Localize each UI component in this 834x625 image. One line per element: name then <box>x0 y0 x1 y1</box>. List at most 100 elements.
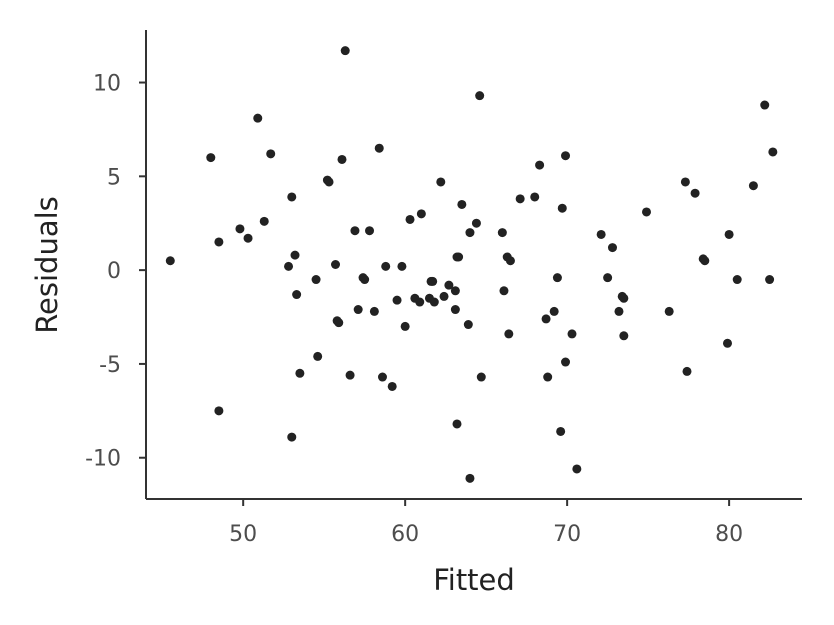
data-point <box>235 224 245 234</box>
data-point <box>572 464 582 474</box>
data-point <box>345 370 355 380</box>
data-point <box>504 329 514 339</box>
data-point <box>374 143 384 153</box>
data-point <box>535 160 545 170</box>
data-point <box>387 381 397 391</box>
data-point <box>284 261 294 271</box>
data-point <box>607 243 617 253</box>
data-point <box>680 177 690 187</box>
data-point <box>405 214 415 224</box>
data-point <box>682 366 692 376</box>
data-point <box>295 368 305 378</box>
data-point <box>457 199 467 209</box>
data-point <box>557 203 567 213</box>
data-point <box>614 306 624 316</box>
data-point <box>243 233 253 243</box>
data-point <box>642 207 652 217</box>
x-tick-label: 60 <box>391 522 419 547</box>
data-point <box>266 149 276 159</box>
data-point <box>475 91 485 101</box>
data-point <box>596 229 606 239</box>
data-point <box>765 275 775 285</box>
data-point <box>724 229 734 239</box>
data-point <box>400 321 410 331</box>
data-point <box>700 256 710 266</box>
data-point <box>748 181 758 191</box>
data-point <box>290 250 300 260</box>
data-point <box>436 177 446 187</box>
data-point <box>561 151 571 161</box>
data-point <box>428 276 438 286</box>
data-point <box>377 372 387 382</box>
data-point <box>768 147 778 157</box>
data-point <box>340 46 350 56</box>
data-point <box>292 290 302 300</box>
data-point <box>556 426 566 436</box>
data-point <box>429 297 439 307</box>
y-tick-label: -5 <box>99 353 121 378</box>
data-point <box>311 275 321 285</box>
y-tick-label: 10 <box>93 72 121 97</box>
data-point <box>505 256 515 266</box>
x-ticks: 50 60 70 80 <box>229 499 743 547</box>
data-point <box>465 228 475 238</box>
data-point <box>543 372 553 382</box>
data-point <box>439 291 449 301</box>
data-point <box>603 273 613 283</box>
x-axis-title: Fitted <box>433 563 515 597</box>
data-point <box>530 192 540 202</box>
y-tick-label: 5 <box>107 165 121 190</box>
data-point <box>552 273 562 283</box>
data-point <box>313 351 323 361</box>
data-point <box>471 218 481 228</box>
data-point <box>760 100 770 110</box>
data-point <box>444 280 454 290</box>
data-point <box>499 286 509 296</box>
y-tick-label: 0 <box>107 259 121 284</box>
data-point <box>365 226 375 236</box>
data-point <box>476 372 486 382</box>
data-point <box>416 209 426 219</box>
data-point <box>619 293 629 303</box>
data-point <box>690 188 700 198</box>
data-point <box>165 256 175 266</box>
data-point <box>324 177 334 187</box>
data-point <box>334 318 344 328</box>
data-point <box>337 154 347 164</box>
data-point <box>497 228 507 238</box>
data-point <box>541 314 551 324</box>
points <box>165 46 778 483</box>
data-point <box>392 295 402 305</box>
data-point <box>369 306 379 316</box>
x-tick-label: 50 <box>229 522 257 547</box>
data-point <box>450 305 460 315</box>
data-point <box>206 153 216 163</box>
data-point <box>397 261 407 271</box>
data-point <box>567 329 577 339</box>
data-point <box>415 297 425 307</box>
data-point <box>214 406 224 416</box>
data-point <box>450 286 460 296</box>
data-point <box>515 194 525 204</box>
data-point <box>722 338 732 348</box>
data-point <box>619 331 629 341</box>
data-point <box>287 192 297 202</box>
data-point <box>214 237 224 247</box>
data-point <box>454 252 464 262</box>
data-point <box>350 226 360 236</box>
data-point <box>287 432 297 442</box>
x-tick-label: 70 <box>553 522 581 547</box>
data-point <box>664 306 674 316</box>
data-point <box>381 261 391 271</box>
data-point <box>561 357 571 367</box>
data-point <box>253 113 263 123</box>
data-point <box>259 216 269 226</box>
data-point <box>331 260 341 269</box>
x-tick-label: 80 <box>715 522 743 547</box>
y-tick-label: -10 <box>85 447 121 472</box>
data-point <box>732 275 742 285</box>
data-point <box>360 275 370 285</box>
data-point <box>353 305 363 315</box>
data-point <box>465 473 475 483</box>
